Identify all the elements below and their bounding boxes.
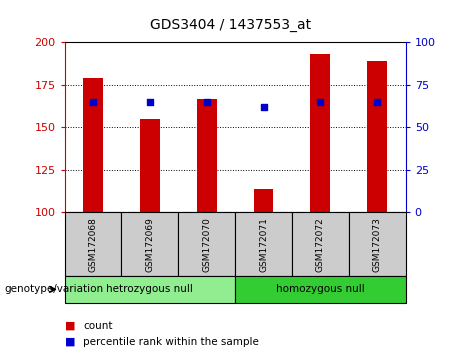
Point xyxy=(203,99,210,105)
Text: GSM172073: GSM172073 xyxy=(373,217,382,272)
Text: GSM172068: GSM172068 xyxy=(89,217,97,272)
Point xyxy=(146,99,154,105)
Bar xyxy=(310,55,331,212)
Text: ■: ■ xyxy=(65,321,75,331)
Text: GSM172070: GSM172070 xyxy=(202,217,211,272)
Text: GDS3404 / 1437553_at: GDS3404 / 1437553_at xyxy=(150,18,311,32)
Text: GSM172072: GSM172072 xyxy=(316,217,325,272)
Text: genotype/variation: genotype/variation xyxy=(5,284,104,295)
Point xyxy=(89,99,97,105)
Bar xyxy=(65,276,235,303)
Bar xyxy=(83,78,103,212)
Bar xyxy=(349,212,406,276)
Bar xyxy=(235,212,292,276)
Text: GSM172071: GSM172071 xyxy=(259,217,268,272)
Text: GSM172069: GSM172069 xyxy=(145,217,154,272)
Text: ■: ■ xyxy=(65,337,75,347)
Bar xyxy=(197,98,217,212)
Point xyxy=(373,99,381,105)
Point xyxy=(260,104,267,110)
Bar xyxy=(178,212,235,276)
Bar xyxy=(235,276,406,303)
Bar xyxy=(140,119,160,212)
Bar xyxy=(254,189,273,212)
Point xyxy=(317,99,324,105)
Text: percentile rank within the sample: percentile rank within the sample xyxy=(83,337,259,347)
Text: homozygous null: homozygous null xyxy=(276,284,365,295)
Bar xyxy=(292,212,349,276)
Text: hetrozygous null: hetrozygous null xyxy=(106,284,193,295)
Bar xyxy=(367,61,387,212)
Bar xyxy=(121,212,178,276)
Bar xyxy=(65,212,121,276)
Text: count: count xyxy=(83,321,112,331)
